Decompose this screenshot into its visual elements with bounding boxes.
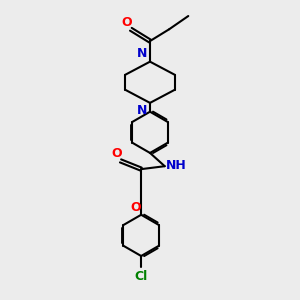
Text: N: N <box>137 104 148 117</box>
Text: O: O <box>112 147 122 160</box>
Text: N: N <box>137 47 148 60</box>
Text: Cl: Cl <box>134 269 148 283</box>
Text: NH: NH <box>166 159 187 172</box>
Text: O: O <box>121 16 132 29</box>
Text: O: O <box>130 201 141 214</box>
